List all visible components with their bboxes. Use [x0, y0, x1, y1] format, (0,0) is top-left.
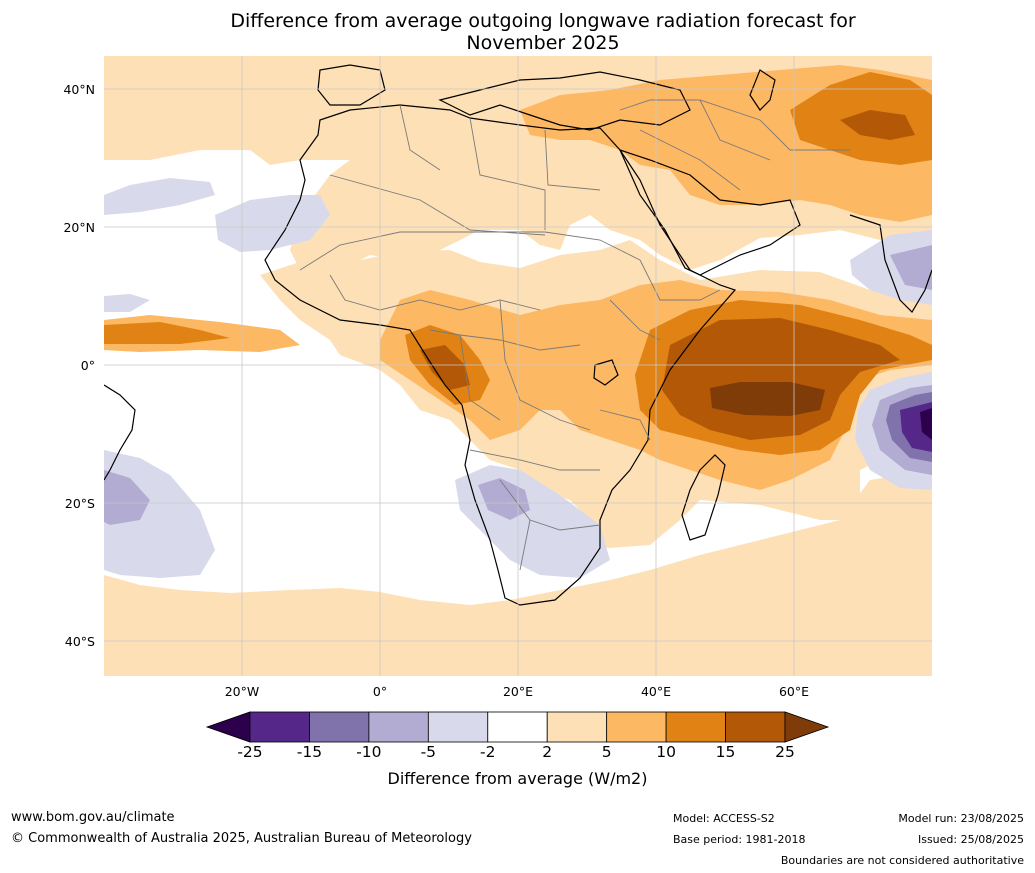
- footer-copyright: © Commonwealth of Australia 2025, Austra…: [11, 831, 472, 846]
- colorbar-tick-label: 25: [775, 743, 795, 761]
- colorbar-segment: [427, 711, 489, 743]
- lat-label-20n: 20°N: [63, 220, 95, 235]
- colorbar-title: Difference from average (W/m2): [387, 769, 648, 788]
- anomaly-region-arabian-sea-purple-mid: [890, 245, 932, 290]
- title-line-1: Difference from average outgoing longwav…: [230, 10, 856, 32]
- caspian-coastline: [749, 69, 776, 111]
- colorbar-tick-label: -5: [420, 743, 437, 761]
- madagascar-coastline: [681, 454, 726, 541]
- colorbar-segment: [368, 711, 429, 743]
- arabia-coastline: [618, 149, 801, 276]
- anomaly-region-atlantic-small-purple: [104, 294, 150, 312]
- lat-label-0: 0°: [81, 358, 95, 373]
- footer-base-period: Base period: 1981-2018: [673, 833, 806, 846]
- colorbar-extend-low: [205, 711, 251, 743]
- colorbar-segment: [309, 711, 370, 743]
- colorbar-segment: [606, 711, 667, 743]
- colorbar-segment: [487, 711, 548, 743]
- footer-model-run: Model run: 23/08/2025: [898, 812, 1024, 825]
- lon-label-20w: 20°W: [225, 684, 260, 699]
- colorbar-extend-high: [784, 711, 830, 743]
- coastlines: [104, 64, 932, 606]
- lon-label-20e: 20°E: [503, 684, 533, 699]
- colorbar-tick-label: 15: [715, 743, 736, 761]
- anomaly-region-congo-darker: [420, 345, 470, 390]
- anomaly-region-north-atlantic-purple: [104, 178, 215, 215]
- anomaly-region-south-atlantic-purple-mid: [104, 470, 150, 525]
- border-lines-central-africa: [429, 299, 591, 431]
- title-line-2: November 2025: [466, 32, 620, 54]
- colorbar-tick-label: 10: [656, 743, 676, 761]
- anomaly-region-iran-darkest: [840, 110, 915, 140]
- lon-label-0: 0°: [373, 684, 387, 699]
- footer-url[interactable]: www.bom.gov.au/climate: [11, 810, 175, 825]
- south-america-coastline: [104, 384, 136, 481]
- colorbar-segment: [249, 711, 310, 743]
- colorbar-tick-label: 2: [542, 743, 553, 761]
- country-borders: [299, 99, 850, 571]
- lat-label-20s: 20°S: [65, 496, 95, 511]
- colorbar-tick-label: -15: [296, 743, 323, 761]
- anomaly-region-namibia-purple-mid: [478, 478, 530, 520]
- europe-coastline: [438, 71, 691, 131]
- colorbar-tick-label: -10: [356, 743, 382, 761]
- africa-coastline: [264, 104, 737, 606]
- footer-model: Model: ACCESS-S2: [673, 812, 775, 825]
- iberia-coastline: [317, 64, 386, 106]
- anomaly-region-south-indian-purple-darkest: [920, 408, 932, 440]
- lake-victoria: [593, 359, 619, 386]
- india-coastline: [849, 214, 932, 313]
- anomaly-region-indian-ocean-darkest: [710, 382, 825, 416]
- chart-title: Difference from average outgoing longwav…: [0, 10, 1035, 54]
- colorbar-tick-label: -25: [237, 743, 263, 761]
- border-lines-southern-africa: [469, 449, 601, 571]
- colorbar-segment: [546, 711, 608, 743]
- anomaly-region-atlantic-band-dark: [104, 322, 230, 344]
- graticule: [104, 56, 932, 676]
- border-lines-east-africa: [599, 259, 721, 441]
- colorbar-segment: [725, 711, 786, 743]
- anomaly-region-sahara-west-purple: [215, 195, 330, 252]
- colorbar-tick-label: 5: [601, 743, 612, 761]
- lon-label-40e: 40°E: [641, 684, 671, 699]
- footer-issued: Issued: 25/08/2025: [917, 833, 1024, 846]
- lon-label-60e: 60°E: [779, 684, 809, 699]
- colorbar: [205, 711, 830, 743]
- border-lines-north-africa: [329, 104, 601, 236]
- lat-label-40s: 40°S: [65, 634, 95, 649]
- colorbar-tick-label: -2: [480, 743, 496, 761]
- colorbar-segment: [665, 711, 726, 743]
- footer-disclaimer: Boundaries are not considered authoritat…: [780, 854, 1024, 867]
- border-lines-middle-east: [619, 99, 850, 191]
- anomaly-region-south-atlantic-light: [104, 470, 932, 676]
- anomaly-region-arabian-sea-purple: [850, 230, 932, 305]
- lat-label-40n: 40°N: [63, 82, 95, 97]
